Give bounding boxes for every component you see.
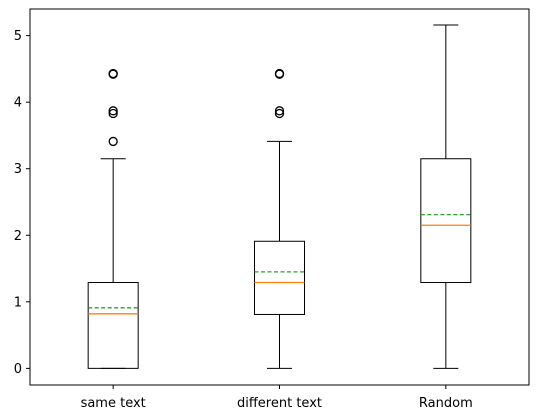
x-tick-label: same text (81, 396, 146, 411)
x-tick-label: different text (237, 396, 322, 411)
outlier-point (274, 106, 285, 116)
box-group (420, 24, 472, 369)
outlier-point (274, 68, 285, 79)
outlier-point (108, 136, 118, 147)
outlier-point (274, 108, 285, 119)
y-tick-label: 4 (14, 96, 22, 111)
box-group (87, 68, 139, 369)
y-tick-label: 1 (14, 295, 22, 310)
y-tick-label: 5 (14, 29, 22, 44)
box-iqr (87, 282, 139, 369)
box-iqr (420, 158, 472, 284)
y-axis: 0 1 2 3 4 5 (14, 29, 30, 377)
y-tick-label: 3 (14, 162, 22, 177)
y-tick-label: 0 (14, 362, 22, 377)
outlier-point (108, 68, 118, 79)
outlier-point (108, 108, 118, 119)
outlier-point (108, 106, 118, 116)
x-tick-label: Random (419, 396, 473, 411)
boxes (87, 24, 472, 369)
x-axis: same text different text Random (81, 385, 473, 411)
y-tick-label: 2 (14, 229, 22, 244)
box-iqr (254, 240, 305, 315)
box-group (254, 68, 305, 369)
